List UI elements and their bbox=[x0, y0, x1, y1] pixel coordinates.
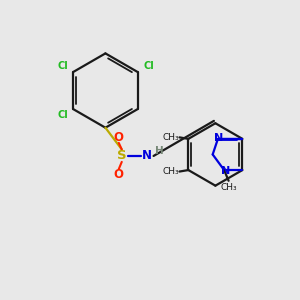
Text: O: O bbox=[114, 168, 124, 181]
Text: N: N bbox=[221, 166, 230, 176]
Text: Cl: Cl bbox=[57, 61, 68, 71]
Text: Cl: Cl bbox=[57, 110, 68, 120]
Text: Cl: Cl bbox=[143, 61, 154, 71]
Text: CH₃: CH₃ bbox=[163, 133, 179, 142]
Text: CH₃: CH₃ bbox=[163, 167, 179, 176]
Text: S: S bbox=[117, 149, 127, 162]
Text: N: N bbox=[142, 149, 152, 162]
Text: O: O bbox=[114, 131, 124, 144]
Text: CH₃: CH₃ bbox=[220, 183, 237, 192]
Text: H: H bbox=[155, 146, 164, 156]
Text: N: N bbox=[214, 133, 224, 143]
